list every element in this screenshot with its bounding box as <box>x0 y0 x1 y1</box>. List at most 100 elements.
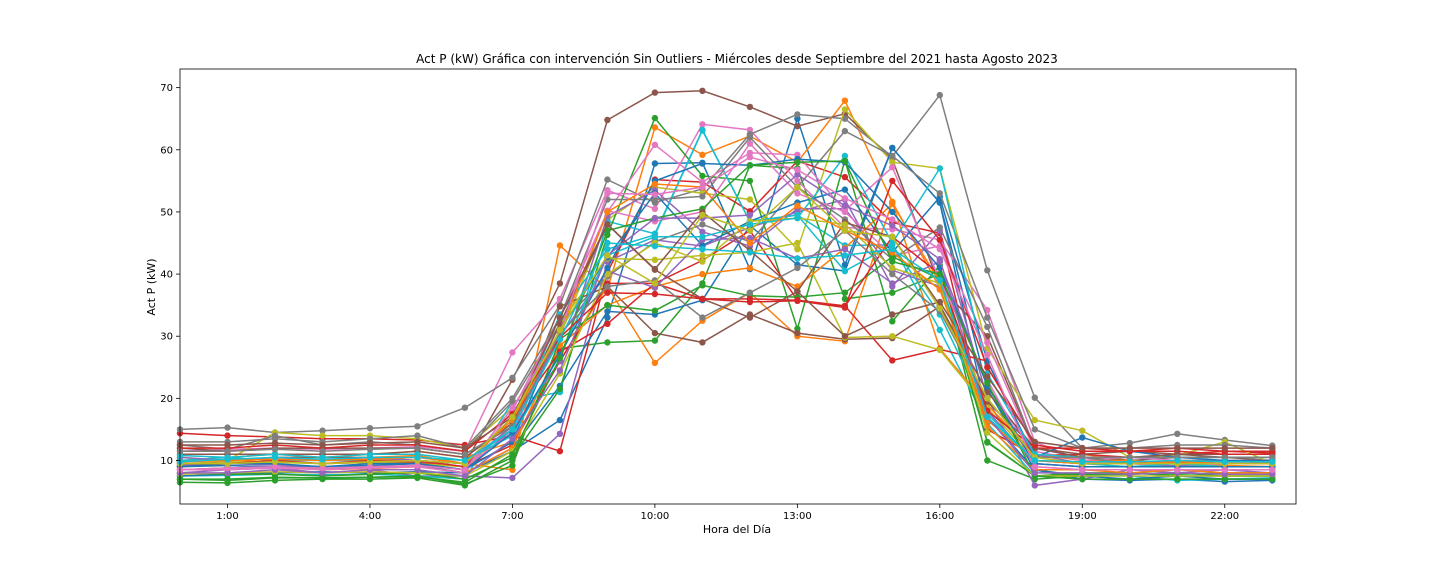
data-point <box>841 246 849 253</box>
data-point <box>366 474 374 481</box>
data-point <box>224 469 231 477</box>
data-point <box>651 89 659 96</box>
data-point <box>271 439 279 447</box>
data-point <box>984 314 991 321</box>
data-point <box>699 228 706 235</box>
series-line <box>180 210 1273 449</box>
y-tick-label: 70 <box>160 83 173 94</box>
data-point <box>414 438 421 446</box>
data-point <box>889 164 896 171</box>
data-point <box>461 472 469 480</box>
data-point <box>746 154 754 161</box>
data-point <box>889 357 896 364</box>
data-point <box>604 190 611 197</box>
data-point <box>841 106 849 113</box>
series-3 <box>176 162 1276 489</box>
y-tick-label: 60 <box>160 145 173 156</box>
data-point <box>889 311 896 318</box>
data-point <box>1269 471 1276 478</box>
data-point <box>1079 466 1086 473</box>
data-point <box>841 221 849 228</box>
data-point <box>509 349 516 356</box>
data-point <box>889 200 896 208</box>
data-point <box>746 264 754 272</box>
data-point <box>1221 471 1229 478</box>
data-point <box>841 252 849 259</box>
data-point <box>841 295 849 303</box>
axes-layer: 1:00 4:00 7:00 10:00 13:00 16:00 19:00 22:00 10 2… <box>160 68 1297 522</box>
data-point <box>509 435 516 442</box>
data-point <box>699 258 706 265</box>
data-point <box>936 224 943 231</box>
series-line <box>180 90 1273 465</box>
data-point <box>889 208 896 216</box>
data-point <box>461 457 469 464</box>
data-point <box>604 208 611 216</box>
data-point <box>509 413 516 421</box>
data-point <box>366 425 374 432</box>
data-point <box>936 270 943 278</box>
data-point <box>556 416 564 424</box>
data-point <box>1079 458 1086 465</box>
data-point <box>841 186 849 193</box>
data-point <box>651 124 659 131</box>
y-tick-label: 50 <box>160 207 173 218</box>
series-11 <box>176 144 1276 483</box>
data-point <box>889 239 896 247</box>
data-point <box>224 456 231 463</box>
series-line <box>179 285 1273 456</box>
series-37 <box>176 154 1276 473</box>
series-line <box>179 242 1273 468</box>
data-point <box>984 323 991 331</box>
data-point <box>1221 475 1229 483</box>
data-point <box>936 246 943 253</box>
data-point <box>794 166 801 173</box>
data-point <box>651 337 659 344</box>
data-point <box>794 159 801 166</box>
data-point <box>556 354 564 362</box>
data-point <box>841 152 849 160</box>
series-line <box>179 93 1273 449</box>
data-point <box>414 462 421 469</box>
data-point <box>841 127 849 135</box>
data-point <box>1079 434 1086 441</box>
data-point <box>746 221 754 228</box>
data-point <box>414 444 421 452</box>
data-point <box>889 144 896 152</box>
data-point <box>1269 444 1276 452</box>
data-point <box>889 233 896 240</box>
data-point <box>1221 466 1229 473</box>
data-point <box>366 463 374 470</box>
series-line <box>180 229 1273 468</box>
data-point <box>1031 394 1039 401</box>
data-point <box>841 195 849 202</box>
data-point <box>461 444 469 452</box>
data-point <box>936 256 943 263</box>
data-point <box>794 190 801 197</box>
data-point <box>746 314 754 321</box>
data-point <box>984 388 991 396</box>
data-point <box>984 267 991 274</box>
data-point <box>936 298 943 306</box>
x-tick-label: 1:00 <box>216 511 238 522</box>
data-point <box>1031 463 1039 470</box>
data-point <box>319 427 326 434</box>
data-point <box>699 295 706 303</box>
data-point <box>604 320 611 327</box>
data-point <box>1126 471 1134 478</box>
data-point <box>414 473 421 480</box>
data-point <box>1126 458 1134 465</box>
chart-title: Act P (kW) Gráfica con intervención Sin … <box>416 52 1058 66</box>
data-point <box>794 171 801 178</box>
data-point <box>841 97 849 104</box>
series-line <box>179 188 1273 471</box>
data-point <box>746 234 754 242</box>
data-point <box>461 404 469 411</box>
data-point <box>271 474 279 481</box>
data-point <box>224 441 231 449</box>
series-6 <box>176 87 1276 467</box>
data-point <box>699 193 706 200</box>
data-point <box>699 270 706 278</box>
data-point <box>651 141 659 148</box>
series-line <box>180 173 1273 477</box>
